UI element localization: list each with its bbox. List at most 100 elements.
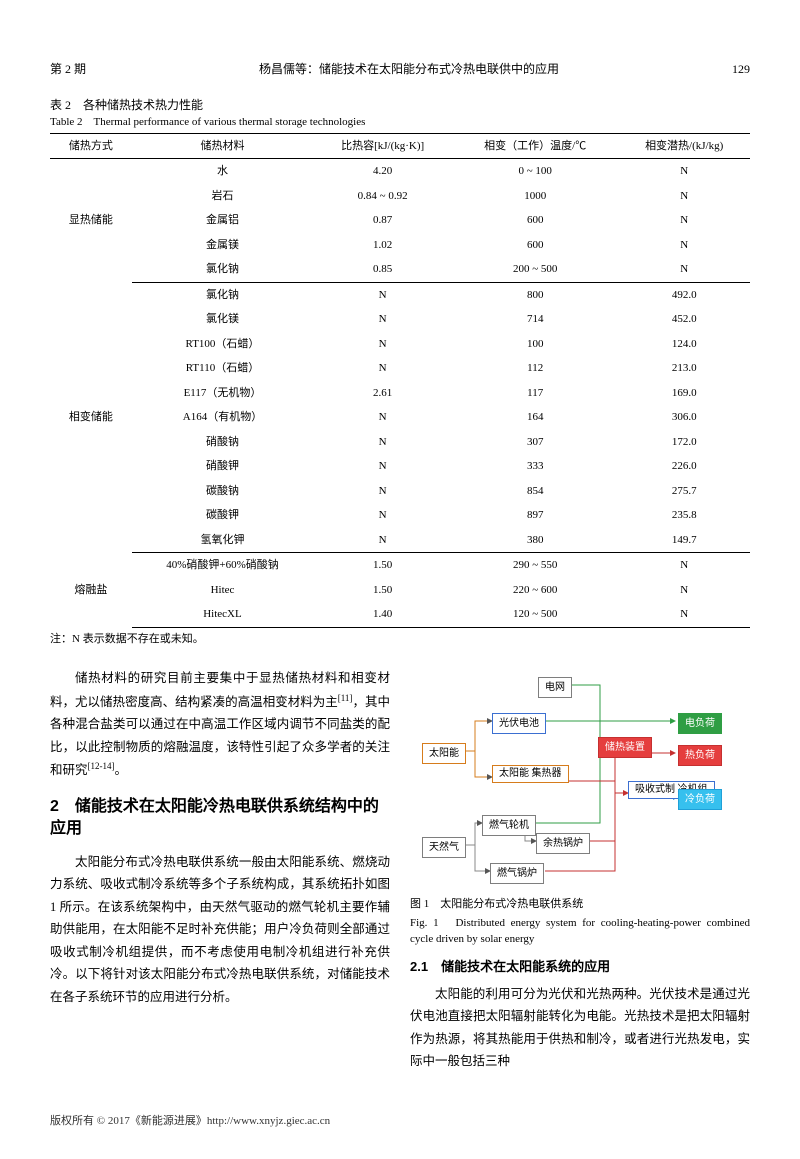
table-row: 氯化镁N714452.0 [50, 307, 750, 332]
table-cell: N [313, 332, 452, 357]
table-row: 碳酸钠N854275.7 [50, 479, 750, 504]
table-cell: N [618, 257, 750, 282]
table-cell: 235.8 [618, 503, 750, 528]
table-cell: 120 ~ 500 [452, 602, 618, 627]
table-cell: 380 [452, 528, 618, 553]
table-cell: Hitec [132, 578, 314, 603]
table-row: 氢氧化钾N380149.7 [50, 528, 750, 553]
table-cell: 800 [452, 282, 618, 307]
table-cell: 硝酸钾 [132, 454, 314, 479]
table-cell: 117 [452, 381, 618, 406]
node-cload: 冷负荷 [678, 789, 722, 810]
table-cell: 200 ~ 500 [452, 257, 618, 282]
table-cell: 碳酸钠 [132, 479, 314, 504]
table-cell: N [618, 184, 750, 209]
table-row: RT100（石蜡）N100124.0 [50, 332, 750, 357]
node-hload: 热负荷 [678, 745, 722, 766]
table-group-cell: 显热储能 [50, 159, 132, 283]
table-cell: N [618, 578, 750, 603]
table-cell: 金属铝 [132, 208, 314, 233]
table-caption-en: Table 2 Thermal performance of various t… [50, 114, 750, 131]
table-row: A164（有机物）N164306.0 [50, 405, 750, 430]
table-cell: 1.40 [313, 602, 452, 627]
figure-1-caption-cn: 图 1 太阳能分布式冷热电联供系统 [410, 897, 750, 912]
table-cell: 172.0 [618, 430, 750, 455]
table-cell: 226.0 [618, 454, 750, 479]
table-cell: N [313, 430, 452, 455]
table-cell: 600 [452, 208, 618, 233]
table-cell: N [618, 159, 750, 184]
node-collector: 太阳能 集热器 [492, 765, 569, 783]
table-cell: 307 [452, 430, 618, 455]
table-row: 熔融盐40%硝酸钾+60%硝酸钠1.50290 ~ 550N [50, 553, 750, 578]
table-cell: 硝酸钠 [132, 430, 314, 455]
table-cell: N [618, 553, 750, 578]
table-row: Hitec1.50220 ~ 600N [50, 578, 750, 603]
table-cell: 1.50 [313, 553, 452, 578]
table-cell: 290 ~ 550 [452, 553, 618, 578]
table-header-cell: 储热方式 [50, 133, 132, 159]
table-cell: 金属镁 [132, 233, 314, 258]
table-cell: 水 [132, 159, 314, 184]
subsection-2-1-heading: 2.1 储能技术在太阳能系统的应用 [410, 957, 750, 977]
issue-number: 第 2 期 [50, 60, 86, 78]
table-cell: 333 [452, 454, 618, 479]
table-group-cell: 熔融盐 [50, 553, 132, 628]
table-cell: 492.0 [618, 282, 750, 307]
node-storage: 储热装置 [598, 737, 652, 758]
table-cell: RT110（石蜡） [132, 356, 314, 381]
table-cell: 氯化钠 [132, 282, 314, 307]
table-cell: N [618, 208, 750, 233]
node-sun: 太阳能 [422, 743, 466, 764]
paragraph-system-structure: 太阳能分布式冷热电联供系统一般由太阳能系统、燃烧动力系统、吸收式制冷系统等多个子… [50, 851, 390, 1009]
table-cell: 1000 [452, 184, 618, 209]
table-cell: N [313, 479, 452, 504]
table-cell: 100 [452, 332, 618, 357]
table-row: 硝酸钾N333226.0 [50, 454, 750, 479]
table-row: HitecXL1.40120 ~ 500N [50, 602, 750, 627]
page-number: 129 [732, 60, 750, 78]
table-row: 相变储能氯化钠N800492.0 [50, 282, 750, 307]
table-header-cell: 相变（工作）温度/℃ [452, 133, 618, 159]
table-header-cell: 储热材料 [132, 133, 314, 159]
table-cell: 854 [452, 479, 618, 504]
table-cell: 124.0 [618, 332, 750, 357]
table-row: E117（无机物）2.61117169.0 [50, 381, 750, 406]
node-waste: 余热锅炉 [536, 833, 590, 854]
table-cell: 碳酸钾 [132, 503, 314, 528]
table-cell: E117（无机物） [132, 381, 314, 406]
table-cell: 0 ~ 100 [452, 159, 618, 184]
node-natgas: 天然气 [422, 837, 466, 858]
table-cell: 氢氧化钾 [132, 528, 314, 553]
table-row: 岩石0.84 ~ 0.921000N [50, 184, 750, 209]
table-header-cell: 相变潜热/(kJ/kg) [618, 133, 750, 159]
table-cell: 0.84 ~ 0.92 [313, 184, 452, 209]
table-cell: 氯化镁 [132, 307, 314, 332]
table-cell: N [313, 307, 452, 332]
table-header-cell: 比热容[kJ/(kg·K)] [313, 133, 452, 159]
table-cell: 40%硝酸钾+60%硝酸钠 [132, 553, 314, 578]
paragraph-storage-materials: 储热材料的研究目前主要集中于显热储热材料和相变材料，尤以储热密度高、结构紧凑的高… [50, 667, 390, 782]
table-cell: 0.85 [313, 257, 452, 282]
table-row: 碳酸钾N897235.8 [50, 503, 750, 528]
table-cell: 600 [452, 233, 618, 258]
table-note: 注：N 表示数据不存在或未知。 [50, 631, 750, 648]
table-row: 金属铝0.87600N [50, 208, 750, 233]
table-cell: RT100（石蜡） [132, 332, 314, 357]
node-pv: 光伏电池 [492, 713, 546, 734]
node-boiler: 燃气锅炉 [490, 863, 544, 884]
table-row: 氯化钠0.85200 ~ 500N [50, 257, 750, 282]
table-cell: N [618, 602, 750, 627]
table-row: RT110（石蜡）N112213.0 [50, 356, 750, 381]
page-header: 第 2 期 杨昌儒等：储能技术在太阳能分布式冷热电联供中的应用 129 [50, 60, 750, 78]
table-cell: 169.0 [618, 381, 750, 406]
table-cell: 0.87 [313, 208, 452, 233]
table-cell: N [313, 405, 452, 430]
table-cell: 897 [452, 503, 618, 528]
table-caption-cn: 表 2 各种储热技术热力性能 [50, 96, 750, 114]
table-cell: N [313, 528, 452, 553]
table-group-cell: 相变储能 [50, 282, 132, 553]
table-cell: 岩石 [132, 184, 314, 209]
table-cell: N [313, 454, 452, 479]
table-cell: 2.61 [313, 381, 452, 406]
